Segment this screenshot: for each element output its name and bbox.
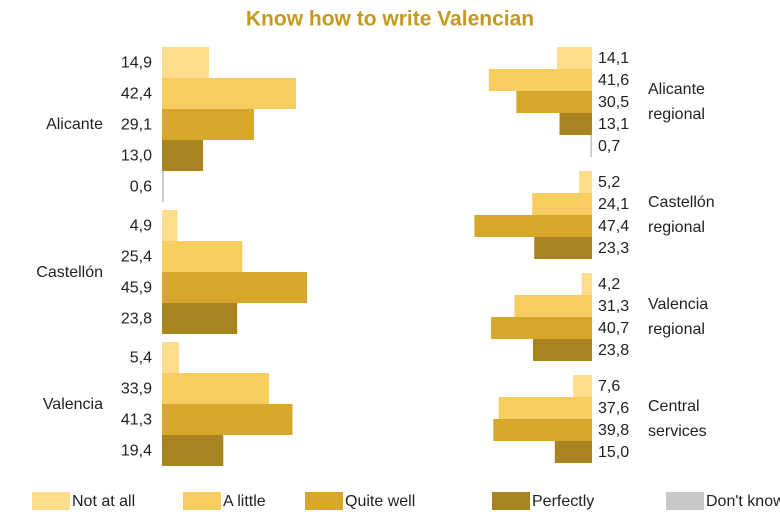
data-label: 40,7 (598, 320, 629, 337)
data-label: 39,8 (598, 422, 629, 439)
category-label: Alicante (46, 116, 103, 133)
legend-swatch (305, 492, 343, 510)
bar (581, 273, 592, 295)
data-label: 7,6 (598, 378, 620, 395)
bar (162, 140, 204, 171)
legend-label: Perfectly (532, 493, 594, 510)
bar (488, 69, 592, 91)
bar (498, 397, 592, 419)
legend-label: Not at all (72, 493, 135, 510)
data-label: 41,3 (121, 412, 152, 429)
category-label: Alicante regional (648, 81, 705, 123)
bar (532, 193, 592, 215)
category-label: Valencia (42, 395, 103, 413)
bar (162, 241, 243, 272)
data-label: 42,4 (121, 86, 152, 103)
legend-label: Don't know (706, 493, 780, 510)
legend-swatch (183, 492, 221, 510)
data-label: 0,7 (598, 138, 620, 155)
bar (579, 171, 592, 193)
data-label: 13,1 (598, 116, 629, 133)
bar (557, 47, 592, 69)
data-label: 47,4 (598, 218, 629, 235)
category-label: Central services (648, 398, 707, 440)
bar (162, 435, 224, 466)
data-label: 41,6 (598, 72, 629, 89)
data-label: 24,1 (598, 196, 629, 213)
data-label: 14,9 (121, 55, 152, 72)
category-label: Castellón (36, 263, 103, 281)
category-label: Valencia regional (648, 296, 709, 338)
bar (516, 91, 592, 113)
bar (559, 113, 592, 135)
data-label: 5,2 (598, 174, 620, 191)
data-label: 30,5 (598, 94, 629, 111)
data-label: 45,9 (121, 280, 152, 297)
bar (162, 404, 293, 435)
data-label: 0,6 (130, 179, 152, 196)
data-label: 29,1 (121, 117, 152, 134)
legend-label: A little (223, 493, 266, 510)
data-label: 23,3 (598, 240, 629, 257)
bar (162, 373, 270, 404)
bar (162, 342, 180, 373)
data-label: 15,0 (598, 444, 629, 461)
bar (162, 78, 296, 109)
legend-swatch (32, 492, 70, 510)
bar (532, 339, 592, 361)
bar (590, 135, 592, 157)
data-label: 23,8 (598, 342, 629, 359)
data-label: 23,8 (121, 311, 152, 328)
bar (162, 47, 210, 78)
bar (474, 215, 592, 237)
data-label: 4,9 (130, 218, 152, 235)
category-label: Castellón regional (648, 194, 715, 236)
legend-swatch (666, 492, 704, 510)
data-label: 33,9 (121, 381, 152, 398)
data-label: 31,3 (598, 298, 629, 315)
bar (493, 419, 592, 441)
data-label: 4,2 (598, 276, 620, 293)
bar (554, 441, 592, 463)
data-label: 14,1 (598, 50, 629, 67)
bar (491, 317, 592, 339)
data-label: 19,4 (121, 443, 152, 460)
bar (162, 109, 254, 140)
bar (162, 272, 308, 303)
data-label: 25,4 (121, 249, 152, 266)
bar (162, 171, 164, 202)
bar (534, 237, 592, 259)
bar (573, 375, 592, 397)
bar (162, 303, 238, 334)
legend-label: Quite well (345, 493, 415, 510)
data-label: 5,4 (130, 350, 152, 367)
data-label: 13,0 (121, 148, 152, 165)
chart-title: Know how to write Valencian (246, 8, 534, 31)
data-label: 37,6 (598, 400, 629, 417)
bar (514, 295, 592, 317)
legend-swatch (492, 492, 530, 510)
bar (162, 210, 178, 241)
